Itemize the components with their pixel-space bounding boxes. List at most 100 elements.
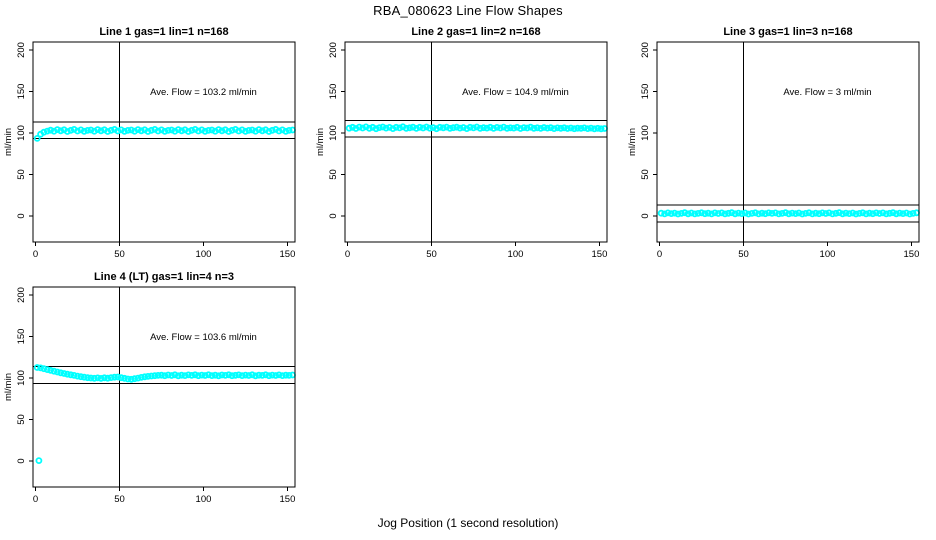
data-point [805, 209, 813, 217]
data-point [168, 372, 176, 379]
data-point [107, 126, 115, 134]
data-point [268, 371, 276, 379]
x-tick-label: 100 [196, 494, 212, 505]
data-point [731, 210, 739, 218]
data-point [825, 209, 833, 217]
data-point [379, 123, 387, 131]
data-point [862, 210, 870, 218]
y-axis-title: ml/min [627, 128, 638, 156]
x-tick-label: 150 [280, 494, 296, 505]
data-point [134, 374, 142, 382]
data-point [852, 210, 860, 218]
data-point [121, 127, 128, 135]
data-point [362, 123, 370, 131]
data-point [785, 210, 793, 218]
data-point [164, 127, 172, 134]
data-point [352, 125, 360, 132]
x-tick-label: 0 [345, 249, 350, 260]
data-point [429, 124, 437, 131]
x-tick-label: 0 [657, 249, 662, 260]
data-point [493, 124, 501, 131]
x-tick-label: 50 [114, 249, 125, 260]
data-point [158, 126, 165, 134]
data-point [718, 209, 726, 217]
data-point [382, 124, 390, 132]
data-point [866, 209, 873, 217]
data-point [533, 124, 541, 132]
data-point [64, 370, 71, 378]
plot-box [32, 286, 296, 488]
data-point [543, 124, 551, 132]
data-point [158, 371, 165, 379]
data-point [215, 372, 223, 380]
data-point [473, 123, 481, 131]
y-tick-label: 0 [16, 458, 27, 463]
data-point [688, 209, 695, 217]
data-point [765, 209, 773, 217]
data-point [456, 124, 464, 132]
data-point [725, 209, 732, 217]
data-point [90, 374, 98, 382]
panel-line1: Line 1 gas=1 lin=1 n=168 0 50 100 150 0 50 100 1… [0, 22, 312, 282]
data-point [33, 135, 41, 142]
data-point [560, 124, 568, 132]
data-point [892, 210, 900, 218]
data-point [235, 127, 243, 135]
x-tick-label: 50 [114, 494, 125, 505]
data-point [550, 125, 558, 132]
data-point [289, 371, 296, 379]
data-point [131, 375, 139, 383]
data-point [33, 364, 41, 371]
data-point [40, 128, 48, 136]
data-point [54, 126, 61, 133]
data-point [366, 124, 373, 132]
data-point [111, 373, 118, 381]
data-point [101, 374, 108, 382]
data-point [171, 371, 179, 379]
data-point [235, 371, 243, 379]
data-point [557, 124, 565, 132]
data-point [510, 124, 518, 132]
data-point [87, 374, 95, 382]
data-point [77, 373, 85, 381]
data-point [345, 124, 353, 132]
data-point [691, 210, 699, 218]
data-point [540, 124, 548, 131]
data-point [476, 124, 484, 132]
data-point [242, 371, 249, 379]
data-point [127, 126, 135, 134]
panel-plot-svg: Line 1 gas=1 lin=1 n=168 0 50 100 150 0 50 100 1… [3, 26, 296, 260]
data-point [144, 128, 152, 135]
data-point [94, 126, 102, 133]
data-point [255, 126, 263, 133]
y-axis-title: ml/min [3, 373, 14, 401]
data-point [453, 123, 461, 131]
data-point [97, 375, 105, 382]
data-point [272, 372, 280, 379]
data-point [282, 371, 290, 379]
data-point [681, 209, 689, 217]
data-point [906, 210, 914, 218]
data-point [594, 124, 602, 132]
data-point [537, 125, 545, 132]
data-point [137, 127, 145, 135]
data-point [738, 210, 746, 218]
data-point [201, 372, 209, 379]
panel-plot-svg: Line 2 gas=1 lin=2 n=168 0 50 100 150 0 50 100 1… [315, 26, 608, 260]
data-point [798, 210, 806, 218]
data-point [496, 124, 504, 132]
data-point [181, 372, 189, 379]
data-point [218, 371, 226, 379]
data-point [439, 124, 447, 132]
data-point [792, 210, 800, 218]
data-point [554, 124, 561, 132]
data-point [523, 124, 531, 132]
data-point [349, 123, 356, 131]
data-point [74, 372, 81, 380]
y-tick-label: 100 [328, 125, 339, 141]
data-point [278, 372, 286, 379]
data-point [661, 210, 668, 218]
data-point [141, 373, 149, 381]
data-point [262, 371, 270, 379]
data-point [208, 126, 216, 134]
